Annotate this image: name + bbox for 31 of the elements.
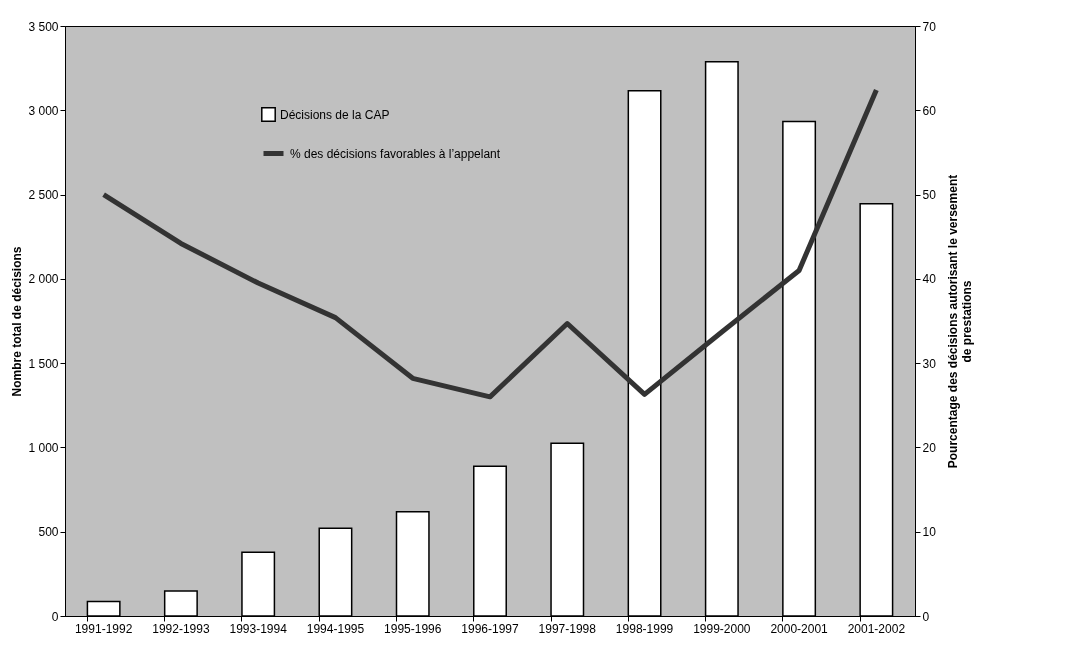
x-tick-label: 1994-1995 [306, 621, 365, 636]
y2-tick-label: 40 [922, 272, 937, 287]
y2-tick-label: 10 [922, 525, 937, 540]
y-axis-title: Nombre total de décisions [10, 246, 25, 397]
x-tick-label: 1991-1992 [74, 621, 133, 636]
y-tick-label: 1 500 [28, 356, 59, 371]
y-tick-label: 3 000 [28, 103, 59, 118]
y2-tick-label: 50 [922, 188, 937, 203]
y-tick-label: 0 [51, 609, 59, 624]
y-tick-label: 3 500 [28, 19, 59, 34]
x-tick-label: 1998-1999 [615, 621, 674, 636]
x-tick-label: 1999-2000 [693, 621, 751, 636]
y2-tick-label: 70 [922, 19, 937, 34]
y-tick-label: 500 [38, 525, 59, 540]
y2-tick-label: 30 [922, 356, 937, 371]
x-tick-label: 1995-1996 [384, 621, 442, 636]
y2-tick-label: 20 [922, 440, 937, 455]
x-tick-label: 1996-1997 [461, 621, 520, 636]
x-tick-label: 1993-1994 [229, 621, 288, 636]
y-tick-label: 1 000 [28, 440, 59, 455]
legend-label: Décisions de la CAP [280, 107, 390, 122]
y2-tick-label: 0 [922, 609, 930, 624]
x-tick-label: 2000-2001 [770, 621, 829, 636]
x-tick-label: 1992-1993 [152, 621, 210, 636]
y2-axis-title: Pourcentage des décisions autorisant le versement de prestations [945, 174, 974, 469]
y2-tick-label: 60 [922, 103, 937, 118]
legend-label: % des décisions favorables à l’appelant [290, 146, 501, 161]
x-tick-label: 1997-1998 [538, 621, 597, 636]
y-tick-label: 2 000 [28, 272, 59, 287]
x-tick-label: 2001-2002 [847, 621, 906, 636]
y-tick-label: 2 500 [28, 188, 59, 203]
